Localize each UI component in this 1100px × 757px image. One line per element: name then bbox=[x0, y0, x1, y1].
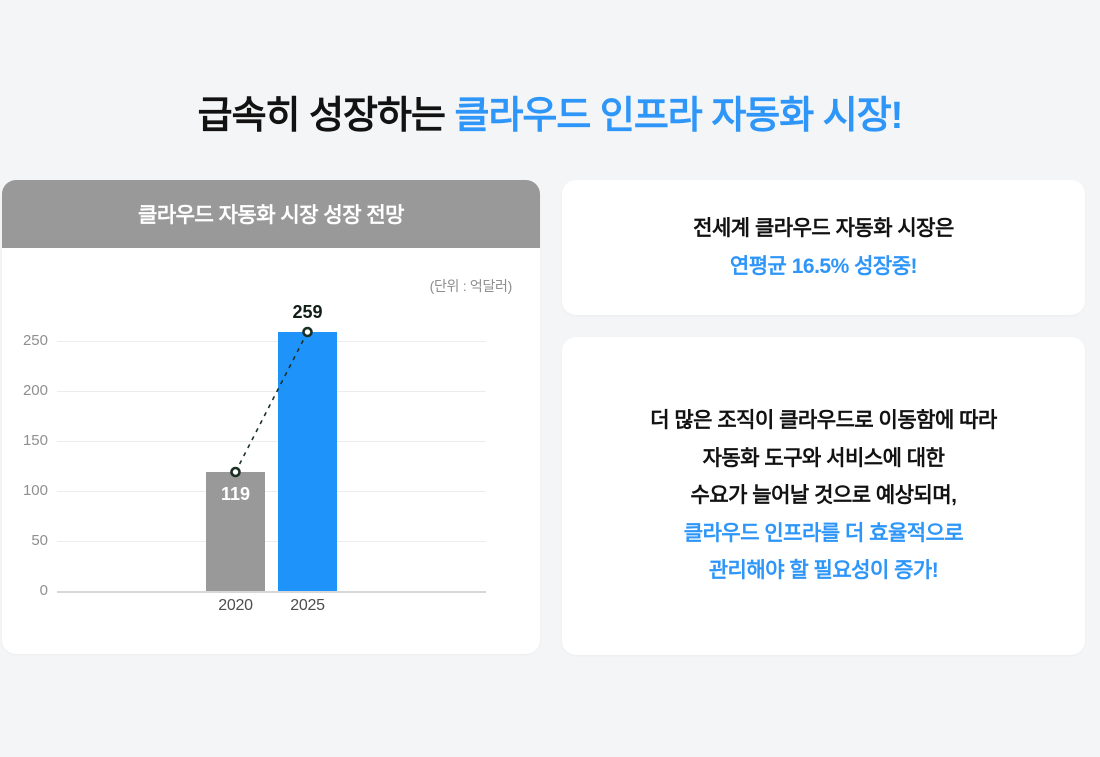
y-axis-tick-label: 0 bbox=[39, 582, 48, 599]
bar-2025 bbox=[278, 332, 337, 591]
x-axis-line bbox=[57, 591, 486, 593]
y-axis-tick-label: 200 bbox=[22, 382, 48, 399]
gridline bbox=[57, 491, 486, 492]
chart-unit-label: (단위 : 억달러) bbox=[429, 278, 513, 294]
chart-title: 클라우드 자동화 시장 성장 전망 bbox=[2, 180, 540, 248]
y-axis-tick-label: 150 bbox=[22, 432, 48, 449]
y-axis-tick-label: 250 bbox=[22, 332, 48, 349]
gridline bbox=[57, 441, 486, 442]
card-text-line-accent: 관리해야 할 필요성이 증가! bbox=[708, 559, 939, 583]
card-text-line: 수요가 늘어날 것으로 예상되며, bbox=[690, 484, 958, 508]
gridline bbox=[57, 341, 486, 342]
page-title: 급속히 성장하는 클라우드 인프라 자동화 시장! bbox=[0, 84, 1100, 139]
card-text-line: 전세계 클라우드 자동화 시장은 bbox=[693, 217, 954, 240]
card-text-line: 자동화 도구와 서비스에 대한 bbox=[702, 446, 945, 470]
trendline-overlay bbox=[230, 326, 313, 478]
y-axis-tick-label: 100 bbox=[22, 482, 48, 499]
bar-value-label: 119 bbox=[220, 484, 251, 504]
page-title-plain: 급속히 성장하는 bbox=[197, 95, 455, 137]
bar-chart-plot: 0 50 100 150 200 250 119 2020 259 2025 bbox=[2, 180, 540, 654]
page-title-highlight: 클라우드 인프라 자동화 시장! bbox=[454, 95, 903, 137]
bar-2020 bbox=[206, 472, 265, 591]
card-text-line-accent: 클라우드 인프라를 더 효율적으로 bbox=[683, 521, 964, 545]
x-axis-tick-label: 2025 bbox=[290, 597, 325, 614]
gridline bbox=[57, 541, 486, 542]
x-axis-tick-label: 2020 bbox=[218, 597, 253, 614]
y-axis-tick-label: 50 bbox=[31, 532, 48, 549]
card-text-line-accent: 연평균 16.5% 성장중! bbox=[729, 254, 918, 278]
bar-value-label: 259 bbox=[292, 302, 323, 322]
gridline bbox=[57, 391, 486, 392]
chart-card: 0 50 100 150 200 250 119 2020 259 2025 클라우드 자동화 시… bbox=[2, 180, 540, 654]
card-text-line: 더 많은 조직이 클라우드로 이동함에 따라 bbox=[650, 409, 997, 433]
